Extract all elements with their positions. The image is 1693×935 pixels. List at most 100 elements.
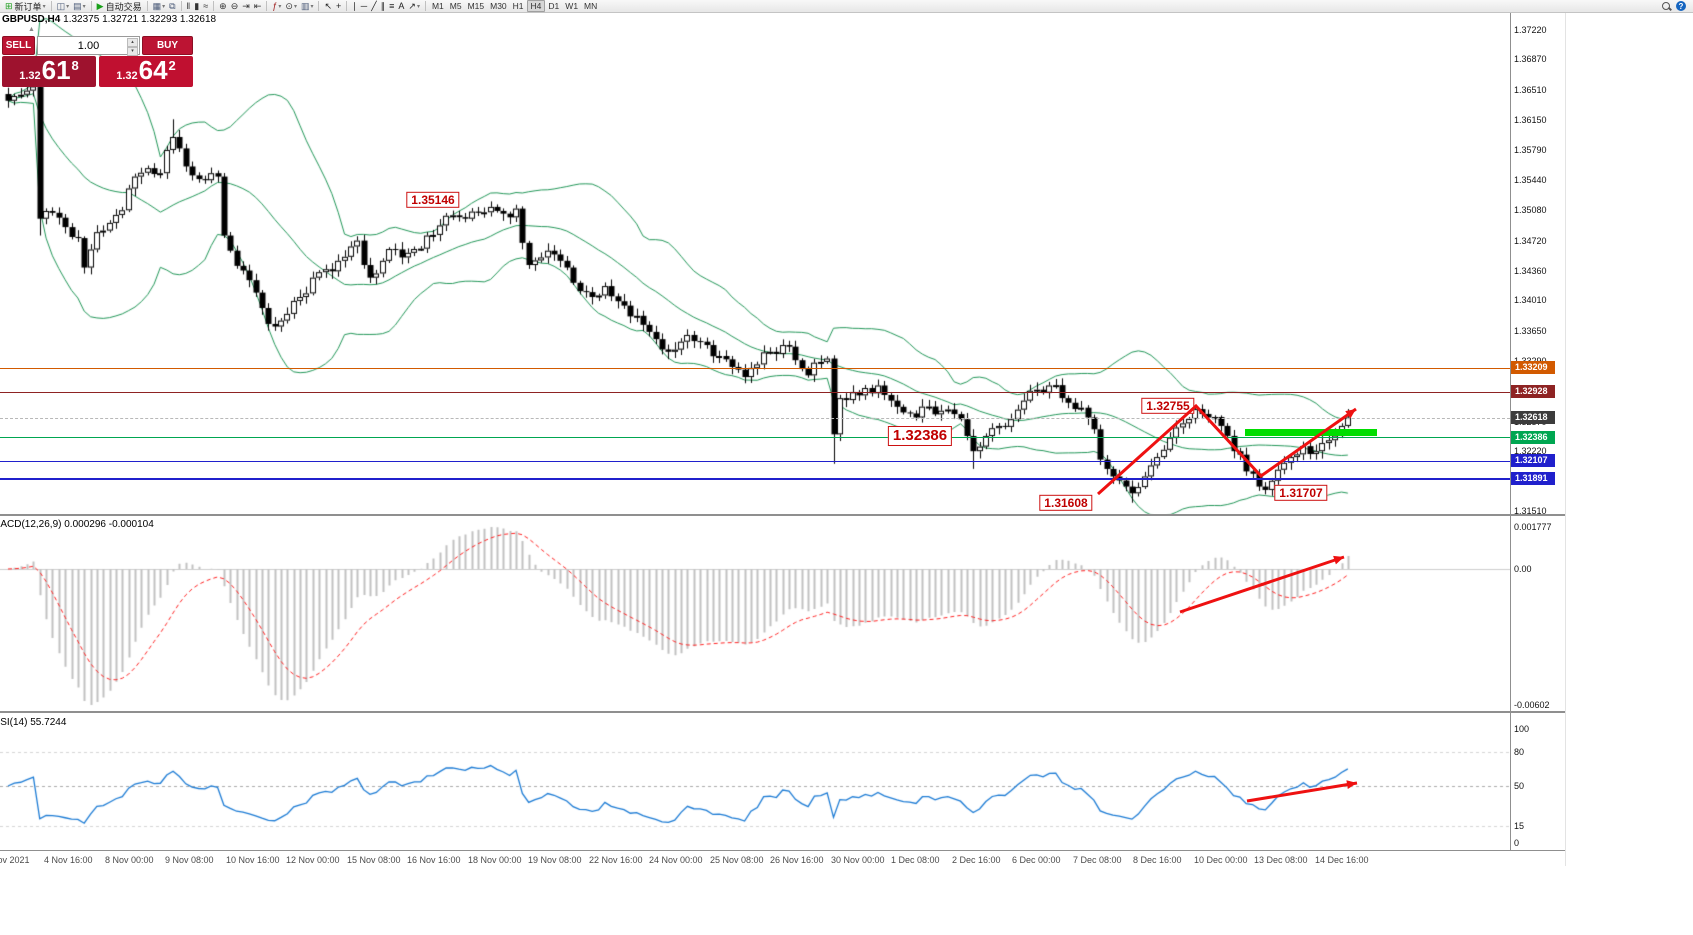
time-axis-label: 9 Nov 08:00 — [165, 855, 214, 865]
time-axis-label: 30 Nov 00:00 — [831, 855, 885, 865]
fibonacci-button[interactable]: ≡ — [387, 0, 396, 12]
timeframe-button-w1[interactable]: W1 — [565, 1, 579, 11]
support-zone-highlight[interactable] — [1245, 429, 1377, 436]
templates-button[interactable]: ▥ ▾ — [299, 0, 316, 12]
bars-chart-button[interactable]: ‖ — [185, 0, 193, 12]
time-axis-label: 15 Nov 08:00 — [347, 855, 401, 865]
timeframe-button-d1[interactable]: D1 — [548, 1, 560, 11]
fibonacci-icon: ≡ — [389, 1, 395, 11]
volume-spin-down-icon[interactable]: ▾ — [127, 47, 138, 56]
crosshair-icon: + — [336, 1, 342, 11]
sell-button[interactable]: SELL — [2, 36, 35, 55]
trendline-button[interactable]: ╱ — [369, 0, 378, 12]
price-axis-tick: 1.37220 — [1514, 25, 1547, 35]
time-axis-label: 10 Dec 00:00 — [1194, 855, 1248, 865]
rsi-scale-label: 80 — [1514, 747, 1525, 757]
level-line-1.31891[interactable] — [0, 478, 1510, 480]
arrows-button[interactable]: ↗ ▾ — [406, 0, 422, 12]
timeframe-button-h1[interactable]: H1 — [512, 1, 524, 11]
line-chart-button[interactable]: ≈ — [201, 0, 210, 12]
bars-chart-icon: ‖ — [186, 1, 191, 11]
price-axis-tick: 1.36870 — [1514, 54, 1547, 64]
timeframe-button-m15[interactable]: M15 — [467, 1, 485, 11]
help-icon[interactable]: ? — [1676, 1, 1686, 11]
chevron-down-icon: ▾ — [162, 3, 166, 10]
level-line-1.32107[interactable] — [0, 461, 1510, 462]
price-axis-separator — [1510, 13, 1511, 851]
buy-price-prefix: 1.32 — [116, 70, 138, 82]
price-axis-tick: 1.34720 — [1514, 236, 1547, 246]
timeframe-button-m5[interactable]: M5 — [449, 1, 462, 11]
timeframe-button-h4[interactable]: H4 — [526, 0, 546, 12]
candlestick-chart-button[interactable]: ▮ — [192, 0, 201, 12]
annotation-price-label-1.35146[interactable]: 1.35146 — [406, 191, 460, 209]
level-line-1.32618[interactable] — [0, 418, 1510, 419]
indicators-button[interactable]: ƒ ▾ — [270, 0, 283, 12]
time-axis-label: 7 Dec 08:00 — [1073, 855, 1122, 865]
toolbar-right-group: ? — [1661, 1, 1690, 12]
text-button[interactable]: A — [396, 0, 406, 12]
zoom-out-button[interactable]: ⊖ — [229, 0, 241, 12]
annotation-price-label-1.32386[interactable]: 1.32386 — [887, 426, 953, 446]
timeframe-button-m1[interactable]: M1 — [431, 1, 444, 11]
search-icon[interactable] — [1661, 1, 1672, 12]
level-line-1.32928[interactable] — [0, 392, 1510, 393]
volume-field: ▴ ▾ — [37, 36, 140, 56]
time-axis-label: 25 Nov 08:00 — [710, 855, 764, 865]
price-chart-canvas[interactable] — [0, 13, 1510, 515]
timeframe-button-mn[interactable]: MN — [584, 1, 598, 11]
profiles-button[interactable]: ▤ ▾ — [71, 0, 88, 12]
vertical-line-button[interactable]: ∣ — [350, 0, 359, 12]
chart-shift-button[interactable]: ⇤ — [252, 0, 264, 12]
buy-button[interactable]: BUY — [142, 36, 193, 55]
annotation-price-label-1.32755[interactable]: 1.32755 — [1141, 397, 1195, 415]
auto-scroll-button[interactable]: ⇥ — [240, 0, 252, 12]
time-axis-label: 8 Nov 00:00 — [105, 855, 154, 865]
tile-windows-button[interactable]: ⧉ — [167, 0, 177, 12]
level-line-1.33209[interactable] — [0, 368, 1510, 369]
zoom-in-button[interactable]: ⊕ — [217, 0, 229, 12]
volume-input[interactable] — [48, 38, 129, 53]
new-chart-button[interactable]: ▦ ▾ — [151, 0, 168, 12]
price-axis-tick: 1.32220 — [1514, 446, 1547, 456]
time-axis-label: 19 Nov 08:00 — [528, 855, 582, 865]
rsi-scale-label: 0 — [1514, 838, 1520, 848]
price-tag-1.32107: 1.32107 — [1511, 454, 1555, 467]
toolbar-separator — [266, 1, 268, 11]
time-axis-label: Nov 2021 — [0, 855, 30, 865]
macd-panel-canvas[interactable] — [0, 517, 1510, 712]
annotation-price-label-1.31608[interactable]: 1.31608 — [1039, 494, 1093, 512]
channel-button[interactable]: ∥ — [379, 0, 388, 12]
periods-button[interactable]: ⊙ ▾ — [283, 0, 299, 12]
sell-price-display[interactable]: 1.32 61 8 — [2, 56, 96, 87]
chart-window-button[interactable]: ◫ ▾ — [55, 0, 72, 12]
new-chart-icon: ▦ — [152, 1, 162, 11]
buy-price-display[interactable]: 1.32 64 2 — [99, 56, 193, 87]
new-order-button[interactable]: ⊞ 新订单 ▾ — [3, 0, 48, 12]
cursor-button[interactable]: ↖ — [322, 0, 334, 12]
one-click-collapse-toggle[interactable]: ▲ — [28, 26, 35, 33]
timeframe-button-m30[interactable]: M30 — [490, 1, 507, 11]
level-line-1.32386[interactable] — [0, 437, 1510, 438]
rsi-panel-canvas[interactable] — [0, 714, 1510, 850]
annotation-price-label-1.31707[interactable]: 1.31707 — [1274, 484, 1328, 502]
price-tag-1.31891: 1.31891 — [1511, 472, 1555, 485]
price-axis-tick: 1.34360 — [1514, 266, 1547, 276]
time-axis-label: 22 Nov 16:00 — [589, 855, 643, 865]
chart-macd-separator[interactable] — [0, 514, 1565, 516]
volume-spin-up-icon[interactable]: ▴ — [127, 38, 138, 47]
arrows-icon: ↗ — [408, 1, 416, 11]
macd-scale-label: 0.001777 — [1514, 522, 1552, 532]
horizontal-line-button[interactable]: ─ — [359, 0, 369, 12]
autotrading-button[interactable]: ▶ 自动交易 — [95, 0, 144, 12]
chevron-down-icon: ▾ — [42, 3, 46, 10]
time-axis-label: 4 Nov 16:00 — [44, 855, 93, 865]
macd-rsi-separator[interactable] — [0, 711, 1565, 713]
price-tag-1.32386: 1.32386 — [1511, 431, 1555, 444]
price-tag-1.33209: 1.33209 — [1511, 361, 1555, 374]
symbol-timeframe-label: GBPUSD,H4 — [2, 14, 61, 25]
crosshair-button[interactable]: + — [334, 0, 343, 12]
chevron-down-icon: ▾ — [278, 3, 282, 10]
rsi-scale-label: 100 — [1514, 724, 1530, 734]
cursor-icon: ↖ — [324, 1, 333, 11]
